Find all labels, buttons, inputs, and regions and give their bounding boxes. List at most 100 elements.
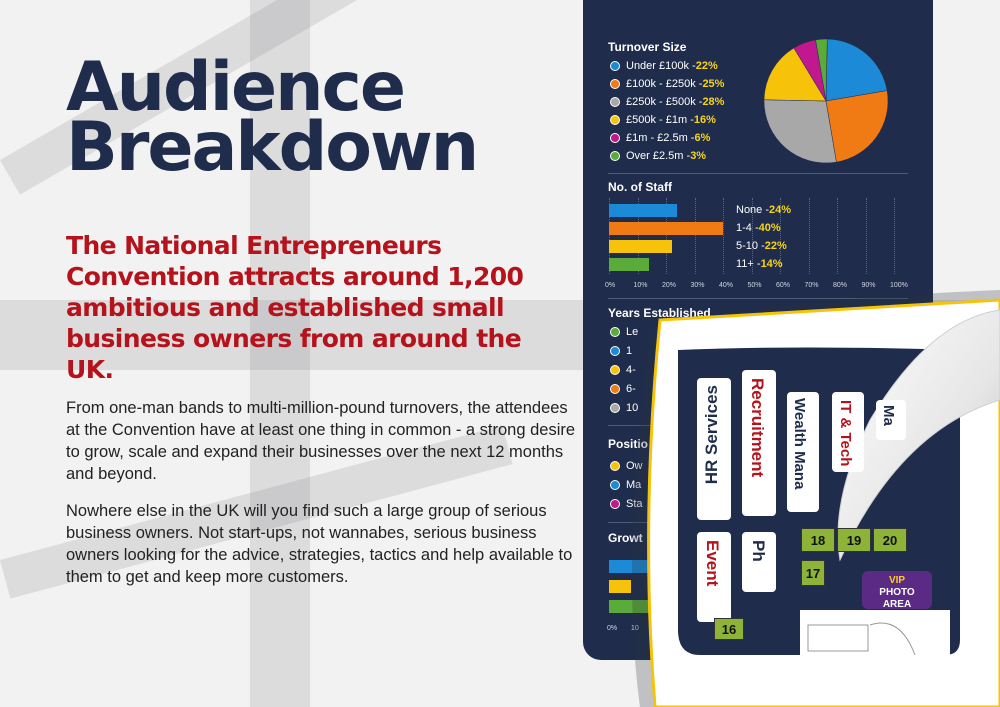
legend-dot-icon	[610, 403, 620, 413]
staff-bar	[609, 258, 649, 271]
staff-legend-item: 5-10 - 22%	[736, 240, 787, 252]
divider	[608, 298, 908, 299]
turnover-legend-item: £1m - £2.5m - 6%	[610, 132, 710, 144]
legend-percent: 25%	[702, 78, 725, 90]
booth: 19	[837, 528, 871, 552]
legend-label: Ow	[626, 460, 643, 472]
legend-label: Under £100k -	[626, 60, 696, 72]
legend-label: 1-4 -	[736, 222, 759, 234]
turnover-legend-item: £500k - £1m - 16%	[610, 114, 716, 126]
legend-label: Over £2.5m -	[626, 150, 691, 162]
legend-percent: 3%	[690, 150, 707, 162]
legend-dot-icon	[610, 61, 620, 71]
legend-dot-icon	[610, 97, 620, 107]
pie-slice	[763, 47, 827, 102]
legend-percent: 24%	[769, 204, 792, 216]
lead-text: The National Entrepreneurs Convention at…	[66, 231, 524, 384]
turnover-title: Turnover Size	[608, 40, 687, 54]
floor-label-box	[787, 392, 819, 512]
gridline	[808, 198, 810, 274]
years-legend-item: Le	[610, 326, 638, 338]
axis-tick-label: 100%	[890, 282, 908, 289]
gridline	[637, 198, 639, 274]
body-paragraph-1: From one-man bands to multi-million-poun…	[66, 399, 576, 483]
legend-dot-icon	[610, 115, 620, 125]
gridline	[837, 198, 838, 274]
pie-slice	[815, 38, 828, 102]
turnover-legend-item: Over £2.5m - 3%	[610, 150, 706, 162]
growth-bar	[609, 600, 649, 613]
floor-label-box	[742, 370, 776, 516]
legend-percent: 22%	[764, 240, 787, 252]
pie-slice	[763, 99, 837, 164]
legend-label: £100k - £250k -	[626, 78, 703, 90]
title-line-2: Breakdown	[66, 108, 479, 187]
turnover-legend-item: Under £100k - 22%	[610, 60, 718, 72]
growth-tick: 0%	[607, 625, 618, 632]
axis-tick-label: 90%	[861, 282, 876, 289]
legend-dot-icon	[610, 365, 620, 375]
floor-label-box	[832, 392, 864, 472]
legend-label: 6-	[626, 383, 636, 395]
staff-bar	[609, 240, 672, 253]
floor-label-event: Event	[703, 540, 722, 587]
staff-legend-item: 1-4 - 40%	[736, 222, 781, 234]
position-title: Positio	[608, 437, 649, 451]
body-paragraph-2: Nowhere else in the UK will you find suc…	[66, 502, 573, 586]
legend-dot-icon	[610, 461, 620, 471]
legend-dot-icon	[610, 384, 620, 394]
page-title: Audience Breakdown	[66, 54, 576, 187]
pie-slice	[825, 38, 888, 102]
growth-tick: 10	[631, 625, 639, 632]
turnover-legend-item: £100k - £250k - 25%	[610, 78, 724, 90]
growth-bar	[609, 580, 631, 593]
axis-tick-label: 50%	[747, 282, 762, 289]
gridline	[865, 198, 867, 274]
growth-title: Growt	[608, 531, 643, 545]
legend-label: £1m - £2.5m -	[626, 132, 695, 144]
legend-dot-icon	[610, 151, 620, 161]
floor-label-hr: HR Services	[702, 385, 721, 485]
vip-line: PHOTO	[879, 587, 915, 598]
axis-tick-label: 40%	[719, 282, 734, 289]
booth: 20	[873, 528, 907, 552]
floor-label-box	[742, 532, 776, 592]
gridline	[694, 198, 696, 274]
legend-percent: 22%	[695, 60, 718, 72]
legend-percent: 16%	[693, 114, 716, 126]
gridline	[666, 198, 667, 274]
years-legend-item: 1	[610, 345, 632, 357]
legend-label: 10	[626, 402, 639, 414]
legend-percent: 28%	[702, 96, 725, 108]
legend-dot-icon	[610, 346, 620, 356]
legend-percent: 14%	[760, 258, 783, 270]
legend-dot-icon	[610, 133, 620, 143]
text-column: Audience Breakdown The National Entrepre…	[66, 54, 576, 588]
years-legend-item: 6-	[610, 383, 636, 395]
booth: 17	[801, 560, 825, 586]
gridline	[723, 198, 724, 274]
legend-label: 1	[626, 345, 633, 357]
legend-percent: 6%	[694, 132, 711, 144]
floor-label-box	[697, 378, 731, 520]
legend-label: Le	[626, 326, 639, 338]
gridline	[609, 198, 610, 274]
floor-label-ph: Ph	[749, 540, 768, 562]
legend-label: 11+ -	[736, 258, 761, 270]
growth-bar	[609, 560, 649, 573]
gridline	[894, 198, 895, 274]
turnover-pie-chart	[763, 38, 889, 164]
axis-tick-label: 60%	[776, 282, 791, 289]
divider	[608, 173, 908, 174]
legend-dot-icon	[610, 79, 620, 89]
years-legend-item: 10	[610, 402, 638, 414]
floor-label-wealth: Wealth Mana	[791, 398, 808, 490]
floor-label-ma: Ma	[880, 405, 897, 426]
staff-legend-item: 11+ - 14%	[736, 258, 783, 270]
gridline	[780, 198, 781, 274]
position-legend-item: Ma	[610, 479, 641, 491]
legend-label: Sta	[626, 498, 643, 510]
position-legend-item: Sta	[610, 498, 643, 510]
staff-title: No. of Staff	[608, 180, 672, 194]
staff-bar	[609, 204, 678, 217]
